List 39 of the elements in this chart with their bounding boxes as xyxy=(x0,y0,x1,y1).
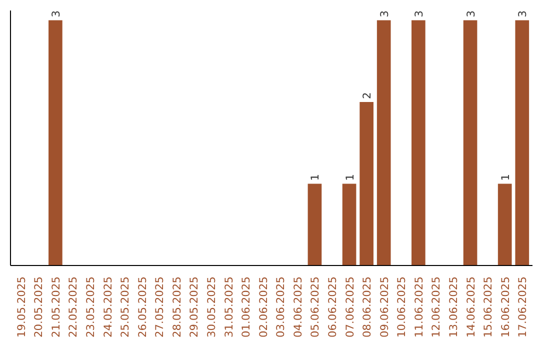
x-tick-label: 29.05.2025 xyxy=(188,276,201,338)
data-label: 3 xyxy=(378,10,391,18)
x-tick-label: 09.06.2025 xyxy=(378,276,391,338)
x-tick-label: 26.05.2025 xyxy=(136,276,149,338)
data-label: 3 xyxy=(412,10,426,18)
data-label: 1 xyxy=(308,174,322,181)
x-tick-label: 22.05.2025 xyxy=(66,276,80,338)
x-tick-label: 28.05.2025 xyxy=(170,276,184,338)
data-label: 3 xyxy=(464,10,478,18)
x-tick-label: 10.06.2025 xyxy=(395,276,408,338)
x-tick-label: 31.05.2025 xyxy=(222,276,236,338)
x-tick-label: 11.06.2025 xyxy=(412,276,426,338)
x-tick-label: 12.06.2025 xyxy=(430,276,443,338)
x-tick-label: 08.06.2025 xyxy=(360,276,374,338)
x-tick-label: 23.05.2025 xyxy=(84,276,98,338)
x-tick-label: 05.06.2025 xyxy=(308,276,322,338)
x-tick-label: 30.05.2025 xyxy=(205,276,218,338)
x-tick-label: 13.06.2025 xyxy=(446,276,460,338)
data-label: 1 xyxy=(498,174,512,181)
data-label: 2 xyxy=(360,92,374,100)
x-tick-label: 02.06.2025 xyxy=(256,276,270,338)
x-tick-label: 01.06.2025 xyxy=(240,276,253,338)
x-tick-label: 04.06.2025 xyxy=(291,276,304,338)
x-tick-label: 19.05.2025 xyxy=(14,276,28,338)
x-tick-label: 20.05.2025 xyxy=(32,276,46,338)
x-tick-label: 06.06.2025 xyxy=(326,276,339,338)
x-tick-label: 21.05.2025 xyxy=(49,276,62,338)
x-tick-label: 14.06.2025 xyxy=(464,276,478,338)
x-tick-label: 25.05.2025 xyxy=(118,276,132,338)
data-label: 3 xyxy=(516,10,530,18)
data-label: 1 xyxy=(343,174,356,181)
data-label: 3 xyxy=(49,10,62,18)
x-tick-label: 24.05.2025 xyxy=(101,276,114,338)
x-tick-label: 15.06.2025 xyxy=(482,276,495,338)
x-tick-label: 16.06.2025 xyxy=(498,276,512,338)
x-tick-label: 17.06.2025 xyxy=(516,276,530,338)
x-tick-label: 07.06.2025 xyxy=(343,276,356,338)
x-tick-label: 03.06.2025 xyxy=(274,276,288,338)
x-tick-label: 27.05.2025 xyxy=(153,276,166,338)
